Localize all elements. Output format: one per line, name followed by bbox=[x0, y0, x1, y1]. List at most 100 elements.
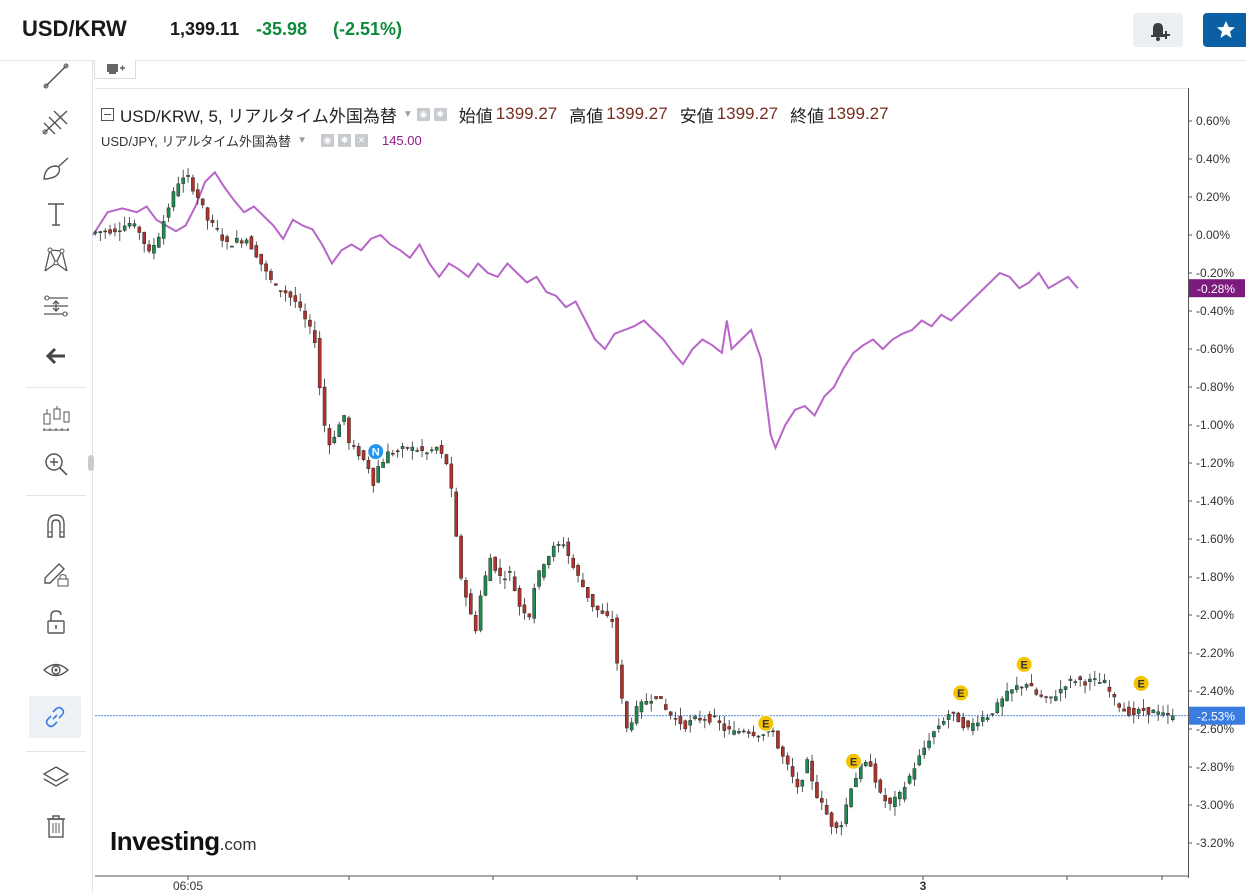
candle-body bbox=[1029, 683, 1034, 687]
candle-body bbox=[649, 701, 653, 704]
magnet-tool[interactable] bbox=[36, 508, 76, 544]
zoom-in-icon bbox=[45, 453, 68, 476]
candle-body bbox=[746, 731, 751, 734]
chevron-down-icon[interactable]: ▼ bbox=[297, 134, 307, 146]
candle-body bbox=[1136, 709, 1141, 714]
candle-body bbox=[464, 580, 468, 598]
chevron-down-icon[interactable]: ▼ bbox=[402, 108, 413, 120]
candle-body bbox=[547, 556, 551, 565]
candle-body bbox=[1132, 708, 1136, 716]
candle-body bbox=[488, 557, 493, 582]
layers-tool[interactable] bbox=[36, 760, 76, 796]
candle-body bbox=[1078, 676, 1082, 680]
y-tick-label: 0.40% bbox=[1196, 152, 1230, 166]
candle-body bbox=[854, 777, 858, 788]
settings-icon[interactable]: ✱ bbox=[337, 133, 351, 147]
visibility-icon[interactable]: ◉ bbox=[416, 107, 430, 121]
candle-body bbox=[132, 223, 137, 227]
candle-body bbox=[1058, 688, 1063, 694]
candle-body bbox=[951, 711, 956, 714]
candle-body bbox=[181, 177, 185, 184]
settings-icon[interactable]: ✱ bbox=[433, 107, 447, 121]
candle-body bbox=[990, 713, 995, 716]
candle-body bbox=[152, 244, 156, 254]
candle-body bbox=[629, 722, 634, 731]
candle-body bbox=[1102, 679, 1107, 684]
trend-line-icon bbox=[43, 63, 69, 89]
visibility-icon[interactable]: ◉ bbox=[320, 133, 334, 147]
candle-body bbox=[1171, 715, 1175, 721]
visibility-tool[interactable] bbox=[36, 652, 76, 688]
trend-line-tool[interactable] bbox=[36, 58, 76, 94]
candle-body bbox=[1000, 698, 1004, 707]
header-divider bbox=[0, 60, 1246, 61]
candle-body bbox=[400, 446, 405, 449]
zoom-tool[interactable] bbox=[36, 446, 76, 482]
toolbar-collapse-handle[interactable] bbox=[88, 455, 94, 471]
y-tick-label: -2.20% bbox=[1196, 646, 1234, 660]
candle-body bbox=[615, 617, 619, 664]
candle-series bbox=[93, 168, 1175, 836]
brush-icon bbox=[43, 157, 69, 180]
candle-body bbox=[966, 720, 970, 728]
event-marker-label: E bbox=[1137, 678, 1144, 690]
main-series-title[interactable]: USD/KRW, 5, リアルタイム外国為替 bbox=[120, 106, 397, 126]
candle-body bbox=[893, 796, 897, 807]
y-tick-label: -2.00% bbox=[1196, 608, 1234, 622]
candle-body bbox=[191, 177, 195, 192]
price-badges: -0.28% -2.53% bbox=[1189, 279, 1245, 725]
prediction-tool[interactable] bbox=[36, 288, 76, 324]
candle-body bbox=[971, 723, 975, 731]
brush-tool[interactable] bbox=[36, 150, 76, 186]
add-chart-tab[interactable] bbox=[94, 60, 136, 79]
symbol-title: USD/KRW bbox=[22, 16, 127, 41]
watchlist-button[interactable] bbox=[1203, 13, 1246, 47]
link-tool[interactable] bbox=[29, 696, 81, 738]
candle-body bbox=[205, 207, 210, 221]
candle-body bbox=[815, 782, 819, 798]
add-alert-button[interactable] bbox=[1133, 13, 1183, 47]
candle-body bbox=[220, 234, 224, 241]
candle-body bbox=[634, 706, 639, 724]
unlock-tool[interactable] bbox=[36, 604, 76, 640]
candle-body bbox=[532, 588, 536, 619]
pattern-tool[interactable] bbox=[36, 242, 76, 278]
candle-body bbox=[907, 775, 912, 784]
candle-body bbox=[371, 467, 376, 486]
text-tool[interactable] bbox=[36, 196, 76, 232]
candle-body bbox=[147, 244, 151, 252]
compare-series-title[interactable]: USD/JPY, リアルタイム外国為替 bbox=[101, 133, 292, 149]
candle-body bbox=[995, 702, 1000, 713]
candle-body bbox=[283, 290, 288, 294]
bell-plus-icon bbox=[1151, 23, 1170, 41]
lock-drawing-tool[interactable] bbox=[36, 556, 76, 592]
candle-body bbox=[795, 778, 800, 788]
candle-body bbox=[415, 450, 419, 452]
candle-body bbox=[527, 613, 532, 618]
back-tool[interactable] bbox=[36, 338, 76, 374]
toolbar-separator bbox=[26, 751, 86, 752]
candle-body bbox=[347, 417, 351, 444]
pitchfork-tool[interactable] bbox=[36, 104, 76, 140]
x-tick-label: 3 bbox=[920, 879, 927, 893]
back-arrow-icon bbox=[45, 347, 65, 365]
collapse-legend-icon[interactable] bbox=[101, 107, 114, 121]
high-value: 1399.27 bbox=[606, 104, 668, 123]
candle-body bbox=[420, 446, 424, 451]
measure-tool[interactable] bbox=[36, 400, 76, 436]
trash-icon bbox=[47, 815, 65, 838]
y-tick-label: 0.20% bbox=[1196, 190, 1230, 204]
candle-body bbox=[293, 295, 298, 302]
candle-body bbox=[868, 761, 873, 767]
candle-body bbox=[264, 263, 268, 272]
event-marker-e bbox=[757, 714, 775, 732]
candle-body bbox=[337, 424, 341, 438]
candle-body bbox=[556, 544, 561, 546]
candle-body bbox=[444, 454, 449, 465]
candle-body bbox=[668, 711, 673, 716]
open-value: 1399.27 bbox=[495, 104, 558, 123]
candle-body bbox=[781, 746, 785, 757]
close-icon[interactable]: ✕ bbox=[354, 133, 368, 147]
delete-tool[interactable] bbox=[36, 808, 76, 844]
